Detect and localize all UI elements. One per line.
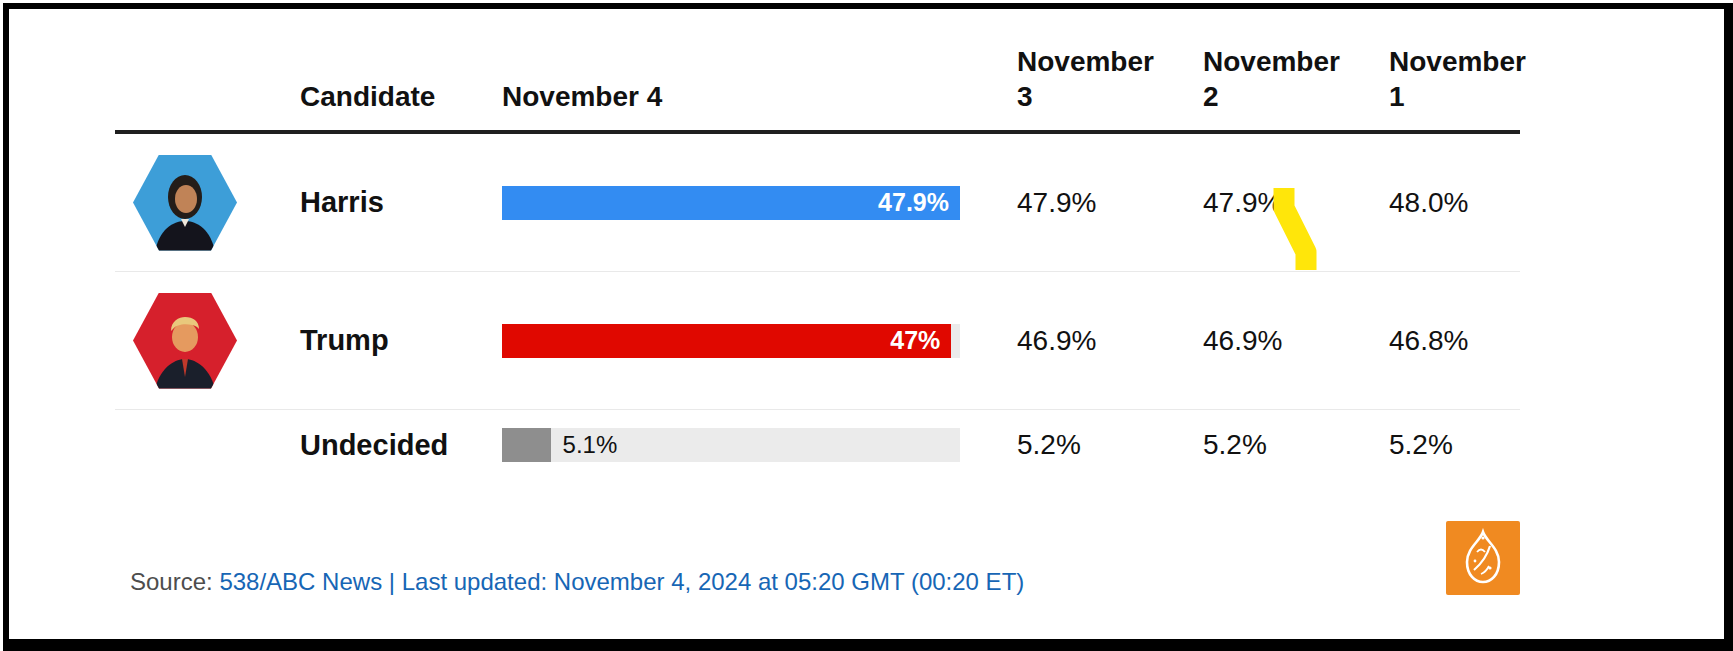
undecided-bar-fill (502, 428, 551, 462)
harris-bar-cell: 47.9% (502, 186, 987, 220)
trump-november-1-value: 46.8% (1359, 325, 1520, 357)
harris-avatar (115, 155, 300, 251)
trump-bar-cell: 47% (502, 324, 987, 358)
poll-table: Candidate November 4 November 3 November… (115, 36, 1520, 480)
undecided-november-3-value: 5.2% (987, 429, 1173, 461)
harris-bar-track: 47.9% (502, 186, 960, 220)
trump-bar-fill: 47% (502, 324, 951, 358)
source-label: Source: (130, 568, 213, 595)
table-row-trump: Trump 47% 46.9% 46.9% 46.8% (115, 272, 1520, 410)
poll-tracker-page: Candidate November 4 November 3 November… (0, 0, 1733, 651)
trump-avatar (115, 293, 300, 389)
trump-bar-track: 47% (502, 324, 960, 358)
trump-november-2-value: 46.9% (1173, 325, 1359, 357)
harris-november-2-value: 47.9% (1173, 187, 1359, 219)
trump-photo-hexagon-icon (133, 293, 237, 389)
source-line: Source: 538/ABC News | Last updated: Nov… (130, 568, 1024, 596)
trump-silhouette-icon (133, 297, 237, 389)
trump-bar-value-label: 47% (890, 326, 951, 355)
column-header-candidate: Candidate (300, 79, 502, 114)
undecided-november-1-value: 5.2% (1359, 429, 1520, 461)
al-jazeera-logo (1446, 521, 1520, 595)
harris-bar-fill: 47.9% (502, 186, 960, 220)
al-jazeera-flame-icon (1457, 528, 1509, 588)
trump-november-3-value: 46.9% (987, 325, 1173, 357)
harris-november-1-value: 48.0% (1359, 187, 1520, 219)
table-row-undecided: Undecided 5.1% 5.2% 5.2% 5.2% (115, 410, 1520, 480)
harris-november-3-value: 47.9% (987, 187, 1173, 219)
column-header-november-4: November 4 (502, 79, 987, 114)
table-header-row: Candidate November 4 November 3 November… (115, 36, 1520, 134)
candidate-name-trump: Trump (300, 324, 502, 357)
harris-photo-hexagon-icon (133, 155, 237, 251)
harris-silhouette-icon (133, 159, 237, 251)
candidate-name-harris: Harris (300, 186, 502, 219)
undecided-bar-value-label: 5.1% (563, 428, 618, 462)
column-header-november-2: November 2 (1173, 44, 1359, 114)
candidate-name-undecided: Undecided (300, 429, 502, 462)
column-header-november-3: November 3 (987, 44, 1173, 114)
undecided-bar-cell: 5.1% (502, 428, 987, 462)
table-row-harris: Harris 47.9% 47.9% 47.9% 48.0% (115, 134, 1520, 272)
column-header-november-1: November 1 (1359, 44, 1572, 114)
undecided-bar-track: 5.1% (502, 428, 960, 462)
harris-bar-value-label: 47.9% (878, 188, 960, 217)
source-link[interactable]: 538/ABC News | Last updated: November 4,… (219, 568, 1024, 595)
undecided-november-2-value: 5.2% (1173, 429, 1359, 461)
